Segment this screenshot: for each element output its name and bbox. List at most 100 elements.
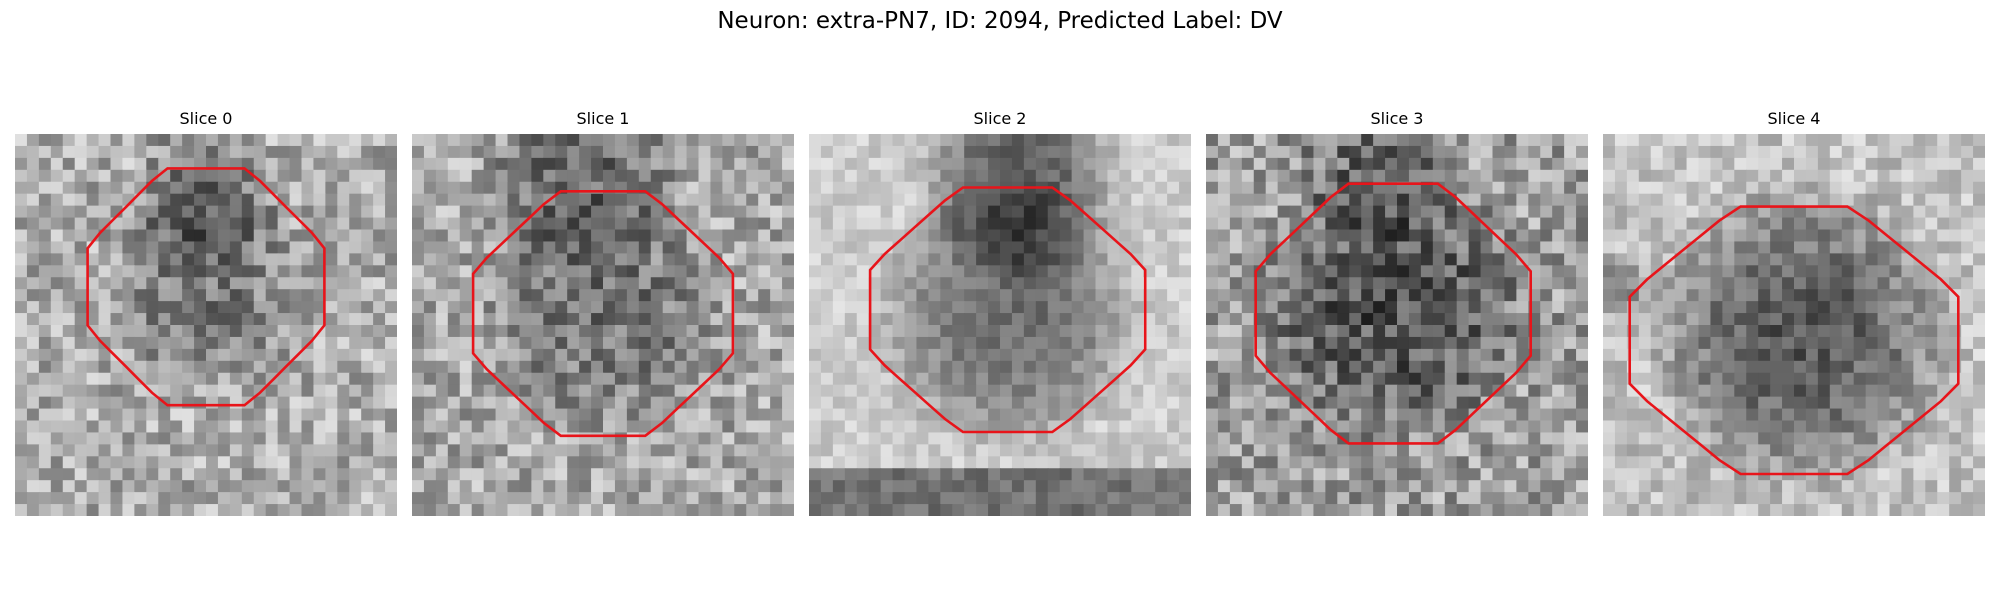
pixel-cell	[325, 420, 338, 434]
pixel-cell	[241, 432, 255, 445]
pixel-cell	[614, 205, 628, 219]
pixel-cell	[1301, 134, 1315, 147]
pixel-cell	[988, 456, 1001, 469]
pixel-cell	[579, 432, 592, 445]
pixel-cell	[698, 193, 712, 207]
pixel-cell	[1877, 289, 1891, 302]
pixel-cell	[1504, 217, 1517, 231]
pixel-cell	[1794, 360, 1807, 374]
pixel-cell	[158, 277, 171, 290]
pixel-cell	[1722, 408, 1735, 422]
pixel-cell	[1492, 277, 1506, 290]
pixel-cell	[976, 313, 989, 326]
pixel-cell	[1746, 253, 1759, 266]
pixel-cell	[74, 277, 88, 290]
pixel-cell	[1710, 193, 1723, 207]
pixel-cell	[1206, 181, 1219, 195]
pixel-cell	[1131, 384, 1144, 398]
pixel-cell	[1937, 169, 1950, 183]
pixel-cell	[1638, 169, 1652, 183]
pixel-cell	[844, 277, 858, 290]
pixel-cell	[459, 360, 473, 374]
pixel-cell	[928, 444, 941, 457]
pixel-cell	[1361, 396, 1374, 410]
pixel-cell	[1119, 134, 1132, 147]
pixel-cell	[868, 301, 882, 314]
pixel-cell	[1301, 384, 1315, 398]
pixel-cell	[1492, 348, 1506, 362]
pixel-cell	[471, 348, 485, 362]
pixel-cell	[1167, 456, 1180, 469]
pixel-cell	[734, 396, 747, 410]
pixel-cell	[531, 360, 544, 374]
pixel-cell	[1937, 253, 1950, 266]
pixel-cell	[892, 253, 906, 266]
pixel-cell	[603, 408, 616, 422]
pixel-cell	[459, 265, 473, 278]
pixel-cell	[1095, 480, 1109, 493]
pixel-cell	[1662, 241, 1676, 254]
pixel-cell	[1817, 348, 1831, 362]
pixel-cell	[734, 181, 747, 195]
pixel-cell	[229, 408, 243, 422]
pixel-cell	[158, 193, 171, 207]
pixel-cell	[1841, 444, 1855, 457]
pixel-cell	[1564, 157, 1577, 171]
pixel-cell	[1420, 145, 1434, 159]
pixel-cell	[1289, 360, 1303, 374]
pixel-cell	[1253, 372, 1267, 386]
pixel-cell	[483, 157, 497, 171]
pixel-cell	[1083, 420, 1097, 434]
pixel-cell	[507, 360, 521, 374]
pixel-cell	[650, 157, 664, 171]
pixel-cell	[1229, 468, 1243, 481]
pixel-cell	[988, 336, 1001, 350]
pixel-cell	[325, 468, 338, 481]
pixel-cell	[1961, 360, 1974, 374]
pixel-cell	[134, 336, 147, 350]
pixel-cell	[1540, 181, 1553, 195]
pixel-cell	[1614, 444, 1628, 457]
pixel-cell	[74, 336, 88, 350]
pixel-cell	[892, 336, 906, 350]
pixel-cell	[459, 384, 473, 398]
pixel-cell	[447, 134, 461, 147]
pixel-cell	[904, 145, 918, 159]
pixel-cell	[1349, 420, 1362, 434]
pixel-cell	[614, 217, 628, 231]
pixel-cell	[1865, 134, 1879, 147]
pixel-cell	[1313, 145, 1326, 159]
pixel-cell	[1973, 408, 1985, 422]
pixel-cell	[782, 313, 794, 326]
pixel-cell	[1167, 229, 1180, 243]
pixel-cell	[1746, 145, 1759, 159]
pixel-cell	[543, 301, 556, 314]
pixel-cell	[746, 193, 759, 207]
pixel-cell	[447, 325, 461, 338]
pixel-cell	[1973, 420, 1985, 434]
pixel-cell	[1576, 169, 1588, 183]
pixel-cell	[1444, 145, 1458, 159]
pixel-cell	[1408, 241, 1422, 254]
pixel-cell	[1301, 145, 1315, 159]
pixel-cell	[782, 241, 794, 254]
pixel-cell	[1143, 169, 1156, 183]
pixel-cell	[1662, 193, 1676, 207]
pixel-cell	[892, 444, 906, 457]
pixel-cell	[1217, 360, 1231, 374]
pixel-cell	[1564, 360, 1577, 374]
pixel-cell	[217, 444, 231, 457]
pixel-cell	[1468, 169, 1482, 183]
pixel-cell	[301, 420, 315, 434]
pixel-cell	[1432, 229, 1446, 243]
pixel-cell	[1650, 372, 1664, 386]
pixel-cell	[313, 408, 326, 422]
pixel-cell	[170, 313, 183, 326]
pixel-cell	[1035, 384, 1049, 398]
pixel-cell	[1301, 504, 1315, 516]
pixel-cell	[1229, 193, 1243, 207]
pixel-cell	[1095, 145, 1109, 159]
pixel-cell	[579, 325, 592, 338]
pixel-cell	[134, 169, 147, 183]
pixel-cell	[1253, 396, 1267, 410]
